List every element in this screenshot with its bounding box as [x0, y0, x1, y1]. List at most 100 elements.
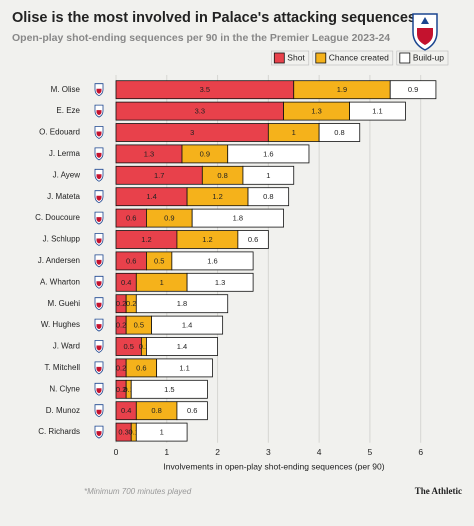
- y-tick-label: D. Munoz: [46, 406, 80, 415]
- row-crest: [94, 340, 104, 353]
- value-label: 0.5: [123, 342, 133, 351]
- value-label: 1.1: [372, 107, 382, 116]
- club-crest: [412, 13, 438, 51]
- legend-box: [270, 50, 310, 66]
- value-label: 0.6: [248, 235, 258, 244]
- row-crest: [94, 147, 104, 161]
- legend-label: Shot: [287, 52, 305, 62]
- row-crest: [94, 104, 104, 118]
- value-label: 0.9: [164, 214, 174, 223]
- value-label: 0.6: [126, 214, 136, 223]
- crest-inner: [96, 259, 102, 265]
- crest-inner: [96, 409, 102, 415]
- row-crest: [94, 126, 104, 139]
- y-tick-label: M. Olise: [51, 85, 81, 94]
- bar-segment: [237, 230, 269, 249]
- row-crest: [94, 297, 104, 311]
- value-label: 3.3: [195, 107, 205, 116]
- x-tick-label: 0: [114, 447, 119, 457]
- y-tick-label: J. Ward: [53, 342, 80, 351]
- bar-segment: [156, 358, 213, 378]
- bar-segment: [389, 80, 437, 100]
- bar-segment: [146, 337, 218, 356]
- value-label: 0.3: [118, 428, 128, 437]
- crest-inner: [96, 88, 102, 94]
- row-crest: [94, 190, 104, 204]
- row-crest: [94, 425, 104, 439]
- value-label: 0.2: [116, 363, 126, 372]
- value-label: 0.1: [129, 428, 139, 437]
- value-label: 0.9: [408, 85, 418, 94]
- row-crest: [94, 275, 104, 289]
- bar-segment: [135, 294, 229, 314]
- value-label: 1.4: [177, 342, 187, 351]
- value-label: 1.2: [202, 235, 212, 244]
- bar-segment: [318, 123, 361, 142]
- value-label: 1.9: [337, 85, 347, 94]
- chart-subtitle: Open-play shot-ending sequences per 90 i…: [12, 32, 390, 44]
- bar-segment: [227, 144, 310, 164]
- value-label: 0.2: [116, 299, 126, 308]
- footnote: *Minimum 700 minutes played: [84, 487, 192, 496]
- y-tick-label: E. Eze: [56, 106, 80, 115]
- crest-inner: [96, 152, 102, 158]
- row-crest: [94, 233, 104, 246]
- row-crest: [94, 83, 104, 97]
- y-tick-label: J. Andersen: [38, 256, 80, 265]
- value-label: 0.2: [116, 321, 126, 330]
- row-crest: [94, 254, 104, 268]
- x-tick-label: 2: [215, 447, 220, 457]
- value-label: 1: [266, 171, 270, 180]
- crest-inner: [96, 217, 102, 223]
- y-tick-label: C. Doucoure: [35, 213, 80, 222]
- bar-segment: [247, 187, 290, 207]
- value-label: 3: [190, 128, 194, 137]
- source: The Athletic: [415, 486, 462, 496]
- value-label: 1.8: [233, 214, 243, 223]
- crest-inner: [96, 281, 102, 287]
- value-label: 0.5: [154, 256, 164, 265]
- crest-inner: [96, 238, 102, 244]
- value-label: 1.6: [263, 149, 273, 158]
- value-label: 1.3: [215, 278, 225, 287]
- y-tick-label: C. Richards: [38, 427, 80, 436]
- value-label: 1.7: [154, 171, 164, 180]
- crest-inner: [96, 195, 102, 201]
- value-label: 3.5: [200, 85, 210, 94]
- value-label: 0.2: [126, 299, 136, 308]
- y-tick-label: O. Edouard: [39, 128, 80, 137]
- y-tick-label: J. Mateta: [47, 192, 80, 201]
- crest-inner: [96, 302, 102, 308]
- value-label: 0.8: [217, 171, 227, 180]
- x-axis-label: Involvements in open-play shot-ending se…: [163, 461, 384, 471]
- crest-inner: [96, 131, 102, 137]
- legend-swatch: [273, 52, 285, 64]
- legend-swatch: [315, 52, 327, 64]
- value-label: 0.6: [187, 406, 197, 415]
- crest-inner: [96, 366, 102, 372]
- value-label: 0.2: [116, 385, 126, 394]
- bar-segment: [171, 251, 254, 271]
- crest-inner: [96, 388, 102, 394]
- bar-segment: [151, 315, 224, 335]
- y-tick-label: J. Ayew: [53, 170, 81, 179]
- y-tick-label: M. Guehi: [48, 299, 81, 308]
- y-tick-label: J. Lerma: [49, 149, 81, 158]
- row-crest: [94, 361, 104, 375]
- value-label: 0.6: [136, 363, 146, 372]
- bar-segment: [130, 379, 208, 399]
- x-tick-label: 5: [368, 447, 373, 457]
- value-label: 0.1: [139, 342, 149, 351]
- bar-segment: [135, 422, 188, 442]
- value-label: 1.3: [144, 149, 154, 158]
- value-label: 0.6: [126, 256, 136, 265]
- value-label: 1.2: [141, 235, 151, 244]
- y-tick-label: J. Schlupp: [43, 235, 81, 244]
- x-tick-label: 1: [164, 447, 169, 457]
- crest-inner: [96, 174, 102, 180]
- value-label: 1.2: [212, 192, 222, 201]
- row-crest: [94, 382, 104, 396]
- value-label: 1.4: [182, 321, 192, 330]
- crest-inner: [96, 110, 102, 116]
